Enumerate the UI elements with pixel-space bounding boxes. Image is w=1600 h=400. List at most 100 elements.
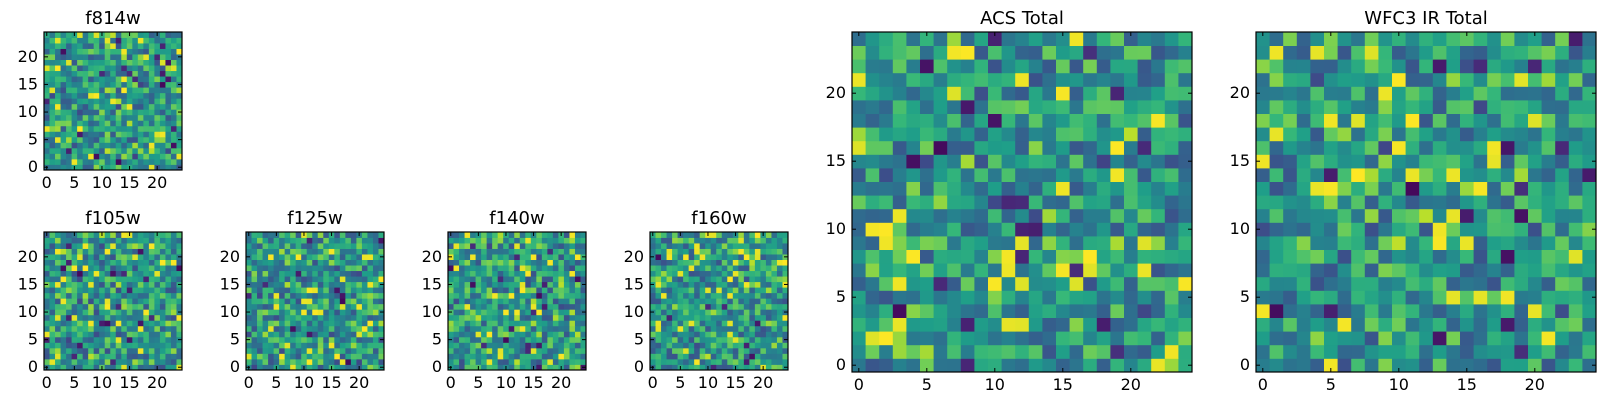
heatmap-cell bbox=[1460, 86, 1474, 101]
heatmap-cell bbox=[306, 298, 313, 305]
heatmap-cell bbox=[132, 259, 139, 266]
heatmap-cell bbox=[497, 298, 504, 305]
heatmap-cell bbox=[1514, 249, 1529, 264]
heatmap-cell bbox=[66, 254, 72, 260]
heatmap-cell bbox=[1473, 208, 1488, 223]
heatmap-cell bbox=[683, 303, 690, 310]
heatmap-cell bbox=[1256, 59, 1270, 74]
heatmap-cell bbox=[99, 136, 106, 143]
heatmap-cell bbox=[933, 276, 948, 291]
heatmap-cell bbox=[77, 248, 84, 255]
heatmap-cell bbox=[1446, 195, 1461, 210]
heatmap-cell bbox=[273, 347, 280, 354]
heatmap-cell bbox=[290, 309, 297, 316]
heatmap-cell bbox=[110, 270, 117, 277]
heatmap-cell bbox=[655, 309, 662, 316]
heatmap-cell bbox=[110, 347, 117, 354]
heatmap-cell bbox=[1582, 72, 1597, 87]
heatmap-cell bbox=[104, 87, 111, 94]
heatmap-cell bbox=[508, 309, 515, 316]
heatmap-cell bbox=[66, 37, 72, 44]
heatmap-cell bbox=[246, 298, 252, 305]
heatmap-cell bbox=[947, 168, 962, 182]
heatmap-cell bbox=[920, 304, 934, 318]
heatmap-cell bbox=[77, 276, 84, 283]
heatmap-cell bbox=[132, 59, 139, 66]
heatmap-cell bbox=[552, 254, 559, 260]
heatmap-cell bbox=[710, 259, 717, 266]
heatmap-cell bbox=[104, 32, 111, 38]
heatmap-cell bbox=[66, 92, 72, 99]
heatmap-cell bbox=[328, 243, 335, 249]
heatmap-cell bbox=[655, 325, 662, 332]
heatmap-cell bbox=[115, 142, 122, 149]
heatmap-cell bbox=[1487, 100, 1502, 114]
heatmap-cell bbox=[71, 142, 78, 149]
heatmap-cell bbox=[1001, 154, 1016, 169]
heatmap-cell bbox=[1555, 208, 1570, 223]
heatmap-cell bbox=[1269, 222, 1284, 237]
heatmap-cell bbox=[481, 298, 488, 305]
heatmap-cell bbox=[82, 37, 89, 44]
heatmap-cell bbox=[115, 131, 122, 138]
heatmap-cell bbox=[132, 298, 139, 305]
heatmap-cell bbox=[892, 45, 907, 60]
heatmap-cell bbox=[541, 298, 548, 305]
heatmap-cell bbox=[49, 76, 56, 83]
heatmap-cell bbox=[1015, 236, 1030, 250]
heatmap-cell bbox=[339, 342, 346, 349]
heatmap-cell bbox=[88, 243, 95, 249]
heatmap-cell bbox=[159, 281, 166, 288]
heatmap-cell bbox=[464, 336, 471, 343]
heatmap-cell bbox=[148, 303, 155, 310]
heatmap-cell bbox=[110, 237, 117, 244]
heatmap-cell bbox=[852, 86, 866, 101]
heatmap-cell bbox=[1487, 236, 1502, 250]
heatmap-cell bbox=[453, 320, 460, 327]
heatmap-cell bbox=[93, 358, 100, 365]
heatmap-cell bbox=[301, 248, 308, 255]
heatmap-cell bbox=[159, 270, 166, 277]
heatmap-cell bbox=[1164, 127, 1179, 142]
heatmap-cell bbox=[1096, 263, 1111, 278]
heatmap-cell bbox=[306, 358, 313, 365]
heatmap-cell bbox=[148, 147, 155, 154]
heatmap-cell bbox=[317, 298, 324, 305]
heatmap-cell bbox=[262, 303, 269, 310]
heatmap-cell bbox=[323, 336, 330, 343]
heatmap-cell bbox=[159, 164, 166, 171]
heatmap-cell bbox=[694, 309, 701, 316]
heatmap-cell bbox=[170, 37, 177, 44]
heatmap-cell bbox=[154, 320, 161, 327]
heatmap-cell bbox=[44, 43, 50, 49]
heatmap-cell bbox=[367, 265, 374, 272]
heatmap-cell bbox=[66, 336, 72, 343]
y-tick-label: 10 bbox=[422, 302, 442, 321]
heatmap-cell bbox=[1392, 86, 1406, 101]
heatmap-cell bbox=[132, 270, 139, 277]
heatmap-cell bbox=[312, 287, 319, 294]
heatmap-cell bbox=[1514, 290, 1529, 305]
heatmap-cell bbox=[906, 317, 921, 332]
heatmap-cell bbox=[1137, 127, 1152, 142]
heatmap-cell bbox=[743, 320, 750, 327]
heatmap-cell bbox=[760, 331, 767, 338]
heatmap-cell bbox=[93, 81, 100, 88]
heatmap-cell bbox=[1283, 72, 1298, 87]
heatmap-cell bbox=[339, 320, 346, 327]
heatmap-cell bbox=[530, 254, 537, 260]
heatmap-cell bbox=[974, 32, 989, 46]
heatmap-cell bbox=[1473, 249, 1488, 264]
heatmap-cell bbox=[743, 314, 750, 321]
heatmap-cell bbox=[486, 287, 493, 294]
heatmap-cell bbox=[165, 153, 172, 160]
heatmap-cell bbox=[1164, 86, 1179, 101]
heatmap-cell bbox=[126, 65, 133, 72]
heatmap-cell bbox=[1283, 45, 1298, 60]
heatmap-cell bbox=[530, 248, 537, 255]
heatmap-cell bbox=[88, 32, 95, 38]
heatmap-cell bbox=[486, 320, 493, 327]
heatmap-cell bbox=[655, 358, 662, 365]
heatmap-cell bbox=[165, 265, 172, 272]
heatmap-cell bbox=[268, 320, 274, 327]
